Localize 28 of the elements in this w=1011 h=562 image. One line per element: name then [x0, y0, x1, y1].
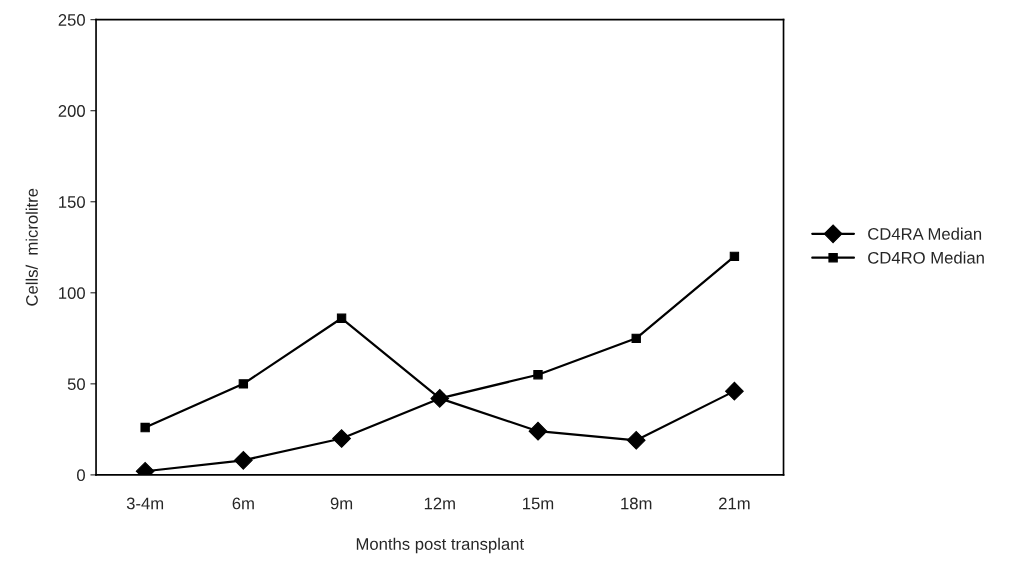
point: [528, 421, 548, 441]
y-tick-label: 100: [59, 287, 85, 300]
point: [725, 381, 744, 401]
x-tick-label: 9m: [330, 497, 353, 510]
point: [533, 370, 543, 380]
point: [332, 429, 351, 448]
x-tick-label: 6m: [232, 497, 254, 510]
legend-label: CD4RO Median: [868, 251, 984, 264]
x-tick-label: 15m: [523, 497, 554, 510]
y-tick-label: 200: [58, 105, 85, 117]
x-tick-label: 12m: [424, 497, 455, 510]
y-tick-label: 50: [67, 378, 85, 391]
y-tick-label: 150: [59, 196, 85, 208]
point: [336, 313, 347, 323]
x-tick-label: 18m: [621, 497, 652, 510]
legend-label: CD4RA Median: [868, 227, 982, 240]
x-axis-title: Months post transplant: [356, 537, 524, 554]
point: [140, 422, 150, 433]
point: [631, 333, 641, 344]
point: [234, 450, 253, 470]
y-axis-title: Cells/ microlitre: [25, 188, 38, 306]
x-tick-label: 3-4m: [126, 497, 164, 510]
y-tick-label: 0: [77, 469, 85, 482]
point: [729, 251, 740, 262]
point: [626, 430, 646, 450]
x-tick-label: 21m: [719, 497, 750, 510]
point: [238, 379, 249, 389]
y-tick-label: 250: [58, 14, 85, 26]
